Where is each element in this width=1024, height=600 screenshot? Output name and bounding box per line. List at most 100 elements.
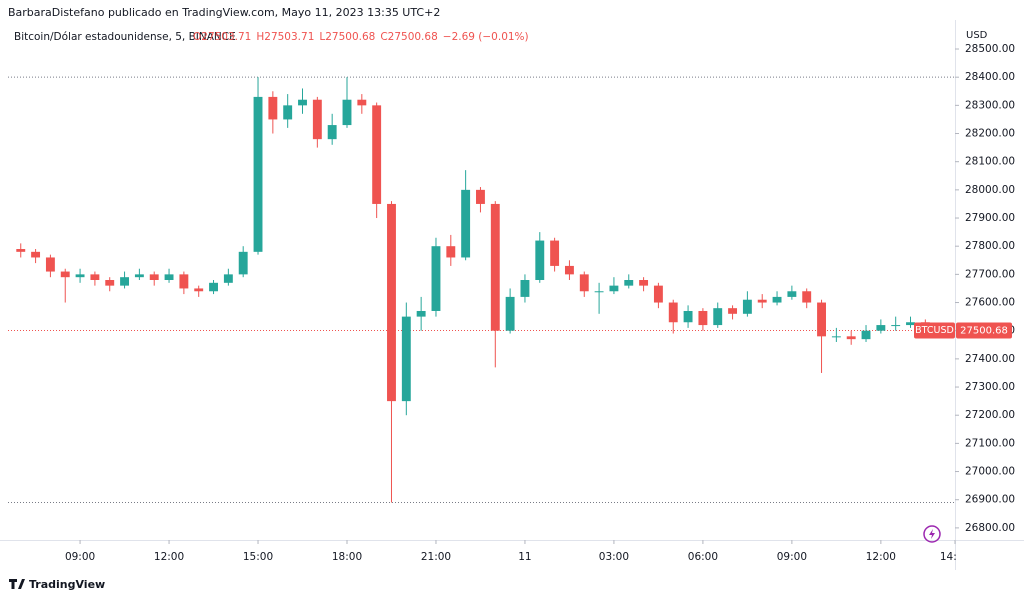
price-tag: [956, 322, 1012, 339]
attribution: BarbaraDistefano publicado en TradingVie…: [8, 6, 440, 19]
candle-body: [372, 105, 382, 204]
candle-body: [416, 310, 426, 317]
ohlc-value: −2.69 (−0.01%): [443, 31, 529, 43]
x-tick-label: 14:30: [940, 551, 970, 563]
candle-body: [268, 96, 278, 120]
logo-icon: [9, 579, 25, 589]
lightning-glyph: [929, 529, 935, 539]
y-tick-label: 27900.00: [965, 212, 1015, 224]
candle-body: [861, 330, 871, 340]
symbol: Bitcoin/Dólar estadounidense, 5, BINANCE: [14, 31, 236, 43]
candle-body: [564, 265, 574, 275]
candle-body: [683, 310, 693, 323]
y-tick-label: 26800.00: [965, 522, 1015, 534]
y-tick-label: 27100.00: [965, 437, 1015, 449]
y-tick-label: 28500.00: [965, 43, 1015, 55]
x-tick-label: 09:00: [777, 551, 807, 563]
candle-body: [238, 251, 248, 275]
ohlc-value: C27500.68: [380, 31, 437, 43]
x-tick-label: 06:00: [688, 551, 718, 563]
candle-body: [75, 274, 85, 278]
candle-body: [298, 99, 307, 106]
candle-body: [164, 274, 174, 280]
ohlc-value: L27500.68: [319, 31, 375, 43]
x-tick-label: 12:00: [154, 551, 184, 563]
candle-body: [817, 302, 826, 337]
x-tick-label: 03:00: [599, 551, 629, 563]
candle-body: [431, 246, 441, 311]
y-tick-label: 27700.00: [965, 268, 1015, 280]
candle-body: [312, 99, 322, 140]
candle-body: [876, 325, 886, 331]
candle-body: [342, 99, 352, 126]
y-tick-label: 28100.00: [965, 156, 1015, 168]
candle-body: [831, 336, 841, 338]
x-tick-label: 15:00: [243, 551, 273, 563]
candle-body: [550, 240, 560, 266]
candle-body: [179, 274, 189, 289]
logo: TradingView: [9, 578, 105, 591]
y-tick-label: 28200.00: [965, 128, 1015, 140]
y-tick-label: 27400.00: [965, 353, 1015, 365]
candle-body: [105, 280, 115, 286]
lightning-icon[interactable]: [923, 525, 941, 543]
candle-body: [327, 125, 337, 140]
candle-body: [639, 280, 649, 286]
candle-body: [401, 316, 411, 402]
candle-body: [120, 277, 130, 286]
candle-body: [16, 249, 26, 252]
plot: [8, 76, 955, 504]
candle-body: [594, 291, 604, 293]
y-tick-label: 27000.00: [965, 466, 1015, 478]
y-tick-label: 27300.00: [965, 381, 1015, 393]
y-tick-label: 27800.00: [965, 240, 1015, 252]
y-tick-label: 26900.00: [965, 494, 1015, 506]
y-tick-label: 28300.00: [965, 99, 1015, 111]
candle-body: [31, 251, 41, 258]
candle-body: [476, 189, 485, 204]
candle-body: [149, 274, 159, 280]
candle-body: [742, 299, 752, 314]
candle-body: [846, 336, 856, 340]
candle-body: [713, 308, 723, 326]
candle-body: [387, 203, 396, 402]
y-tick-label: 28400.00: [965, 71, 1015, 83]
candle-body: [757, 299, 767, 303]
candle-body: [134, 274, 144, 278]
time-axis: 09:00 12:00 15:00 18:00 21:00 11 03:00 06:00 09:…: [65, 540, 970, 563]
candle-body: [45, 257, 55, 272]
x-tick-label: 09:00: [65, 551, 95, 563]
x-tick-label: 12:00: [866, 551, 896, 563]
ticker-tag: [914, 322, 955, 339]
candle-body: [668, 302, 678, 323]
y-tick-label: 27200.00: [965, 409, 1015, 421]
candle-body: [60, 271, 70, 278]
candle-body: [579, 274, 589, 292]
currency: USD: [966, 30, 988, 41]
candle-body: [609, 285, 619, 292]
candle-body: [490, 203, 500, 331]
candle-body: [535, 240, 545, 280]
x-tick-label: 21:00: [421, 551, 451, 563]
ticker-label: BTCUSD: [915, 325, 954, 336]
legend: Bitcoin/Dólar estadounidense, 5, BINANCE…: [14, 31, 529, 43]
price-tag-label: 27500.68: [960, 326, 1008, 337]
candle-body: [698, 310, 708, 326]
candle-body: [772, 296, 782, 303]
ohlc-value: O27503.71: [193, 31, 251, 43]
candle-body: [357, 99, 367, 106]
candle-body: [520, 280, 530, 297]
footer: TradingView: [29, 578, 105, 591]
y-tick-label: 27600.00: [965, 297, 1015, 309]
candle-body: [802, 291, 812, 303]
candle-body: [624, 280, 634, 286]
y-tick-label: 28000.00: [965, 184, 1015, 196]
candle-body: [283, 105, 293, 120]
x-tick-label: 11: [518, 551, 531, 563]
candle-body: [653, 285, 663, 303]
candle-body: [209, 282, 218, 292]
candle-body: [253, 96, 263, 252]
candle-body: [787, 291, 797, 297]
